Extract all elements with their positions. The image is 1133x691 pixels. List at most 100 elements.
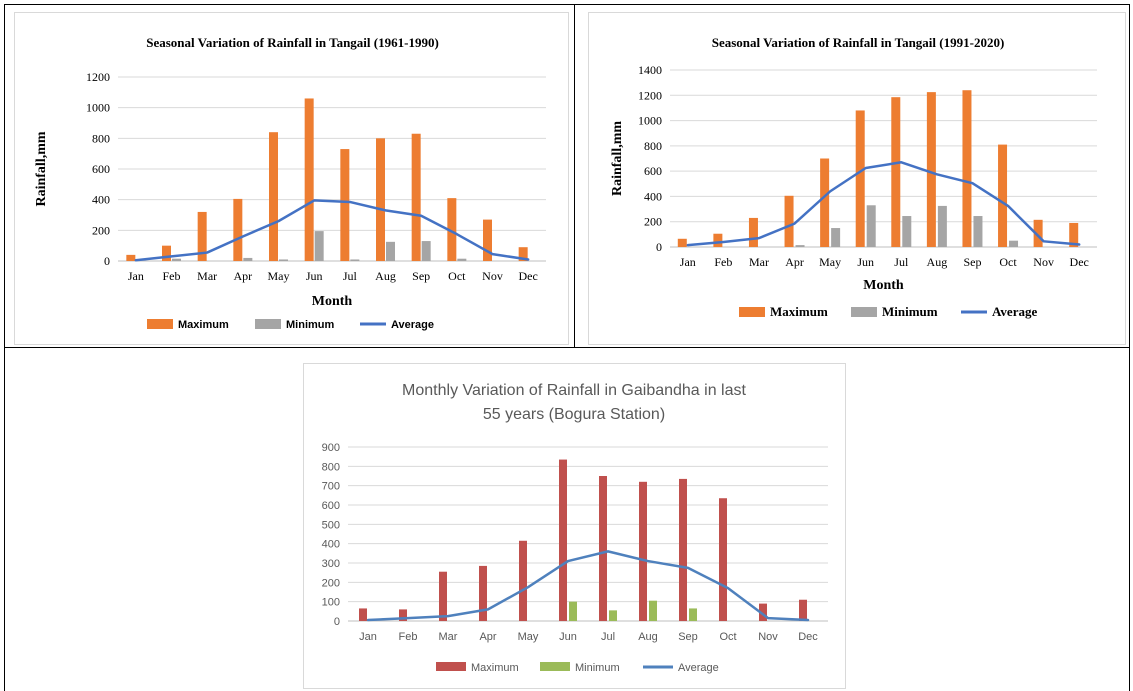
bar-minimum <box>831 228 841 247</box>
x-tick-label: Dec <box>798 631 818 643</box>
y-tick-label: 1400 <box>638 63 662 77</box>
bar-minimum <box>795 245 805 247</box>
legend-label-minimum: Minimum <box>882 304 938 319</box>
bar-maximum <box>559 459 567 621</box>
x-tick-label: Jun <box>306 269 323 283</box>
x-tick-label: Jul <box>894 255 909 269</box>
chart-gaibandha: Monthly Variation of Rainfall in Gaiband… <box>322 382 828 674</box>
x-tick-label: Jan <box>359 631 377 643</box>
bar-maximum <box>677 238 687 247</box>
bar-minimum <box>973 216 983 247</box>
bar-maximum <box>1033 219 1043 247</box>
x-tick-label: Sep <box>678 631 698 643</box>
bar-minimum <box>279 259 288 261</box>
chart-tangail-1961-1990: Seasonal Variation of Rainfall in Tangai… <box>34 35 546 331</box>
bar-maximum <box>304 98 314 261</box>
bar-maximum <box>1069 222 1079 247</box>
bar-maximum <box>713 233 723 247</box>
y-tick-label: 600 <box>322 500 340 512</box>
bar-maximum <box>962 90 972 247</box>
x-tick-label: Sep <box>412 269 430 283</box>
x-tick-label: Dec <box>1070 255 1089 269</box>
bar-maximum <box>340 149 350 261</box>
bar-minimum <box>866 205 876 247</box>
bar-maximum <box>359 608 367 621</box>
bar-maximum <box>891 97 901 247</box>
bar-minimum <box>457 258 467 261</box>
y-tick-label: 300 <box>322 558 340 570</box>
x-tick-label: Apr <box>785 255 804 269</box>
x-tick-label: Feb <box>714 255 732 269</box>
bar-maximum <box>926 92 936 247</box>
chart-panel-tangail-1961-1990: Seasonal Variation of Rainfall in Tangai… <box>14 12 569 345</box>
y-tick-label: 1200 <box>86 70 110 84</box>
x-tick-label: May <box>518 631 539 643</box>
y-axis-label: Rainfall,mm <box>34 131 49 206</box>
x-tick-label: Jan <box>680 255 696 269</box>
bar-maximum <box>518 247 528 261</box>
line-average <box>686 161 1081 247</box>
legend-label-maximum: Maximum <box>178 319 229 331</box>
chart-tangail-1991-2020: Seasonal Variation of Rainfall in Tangai… <box>610 35 1097 319</box>
y-tick-label: 500 <box>322 519 340 531</box>
y-tick-label: 400 <box>92 193 110 207</box>
chart-panel-gaibandha: Monthly Variation of Rainfall in Gaiband… <box>303 363 846 689</box>
line-average <box>134 199 530 262</box>
bar-maximum <box>439 571 447 621</box>
x-tick-label: Jan <box>128 269 144 283</box>
chart-title: Seasonal Variation of Rainfall in Tangai… <box>146 35 439 50</box>
line-average <box>366 550 810 622</box>
legend-label-minimum: Minimum <box>575 662 620 674</box>
x-tick-label: Oct <box>999 255 1017 269</box>
bar-maximum <box>399 609 407 621</box>
y-tick-label: 800 <box>92 131 110 145</box>
y-tick-label: 700 <box>322 481 340 493</box>
bar-minimum <box>1009 240 1019 247</box>
bar-maximum <box>820 158 830 247</box>
legend-label-average: Average <box>391 319 434 331</box>
x-tick-label: May <box>819 255 841 269</box>
y-tick-label: 400 <box>322 539 340 551</box>
bar-maximum <box>855 110 865 247</box>
bar-minimum <box>937 205 947 247</box>
bar-minimum <box>386 241 395 261</box>
bar-maximum <box>483 219 492 261</box>
bar-maximum <box>679 478 687 621</box>
legend-label-minimum: Minimum <box>286 319 334 331</box>
x-tick-label: Oct <box>719 631 736 643</box>
legend-swatch-maximum <box>147 319 173 329</box>
x-tick-label: Nov <box>1033 255 1054 269</box>
x-tick-label: Apr <box>233 269 252 283</box>
frame-bottom <box>4 347 1130 691</box>
x-tick-label: Nov <box>758 631 778 643</box>
bar-maximum <box>376 138 385 261</box>
y-tick-label: 1000 <box>86 101 110 115</box>
chart-panel-tangail-1991-2020: Seasonal Variation of Rainfall in Tangai… <box>588 12 1126 345</box>
y-tick-label: 200 <box>92 223 110 237</box>
x-tick-label: May <box>268 269 290 283</box>
bar-minimum <box>689 608 697 621</box>
x-tick-label: Dec <box>519 269 538 283</box>
bar-minimum <box>421 241 431 261</box>
y-tick-label: 100 <box>322 597 340 609</box>
y-tick-label: 800 <box>322 461 340 473</box>
bar-maximum <box>126 254 136 261</box>
y-tick-label: 0 <box>334 616 340 628</box>
x-tick-label: Jul <box>343 269 358 283</box>
x-tick-label: Aug <box>375 269 396 283</box>
legend-swatch-minimum <box>540 662 570 671</box>
x-tick-label: Oct <box>448 269 466 283</box>
bar-minimum <box>314 231 324 261</box>
y-tick-label: 200 <box>644 215 662 229</box>
bar-minimum <box>350 259 360 261</box>
bar-maximum <box>269 132 278 261</box>
x-tick-label: Aug <box>927 255 948 269</box>
bar-minimum <box>172 258 181 261</box>
bar-minimum <box>609 610 617 621</box>
bar-maximum <box>479 565 487 621</box>
legend-label-average: Average <box>678 662 719 674</box>
legend-swatch-minimum <box>851 307 877 317</box>
bar-maximum <box>162 245 171 261</box>
x-tick-label: Sep <box>963 255 981 269</box>
bar-minimum <box>569 601 577 621</box>
